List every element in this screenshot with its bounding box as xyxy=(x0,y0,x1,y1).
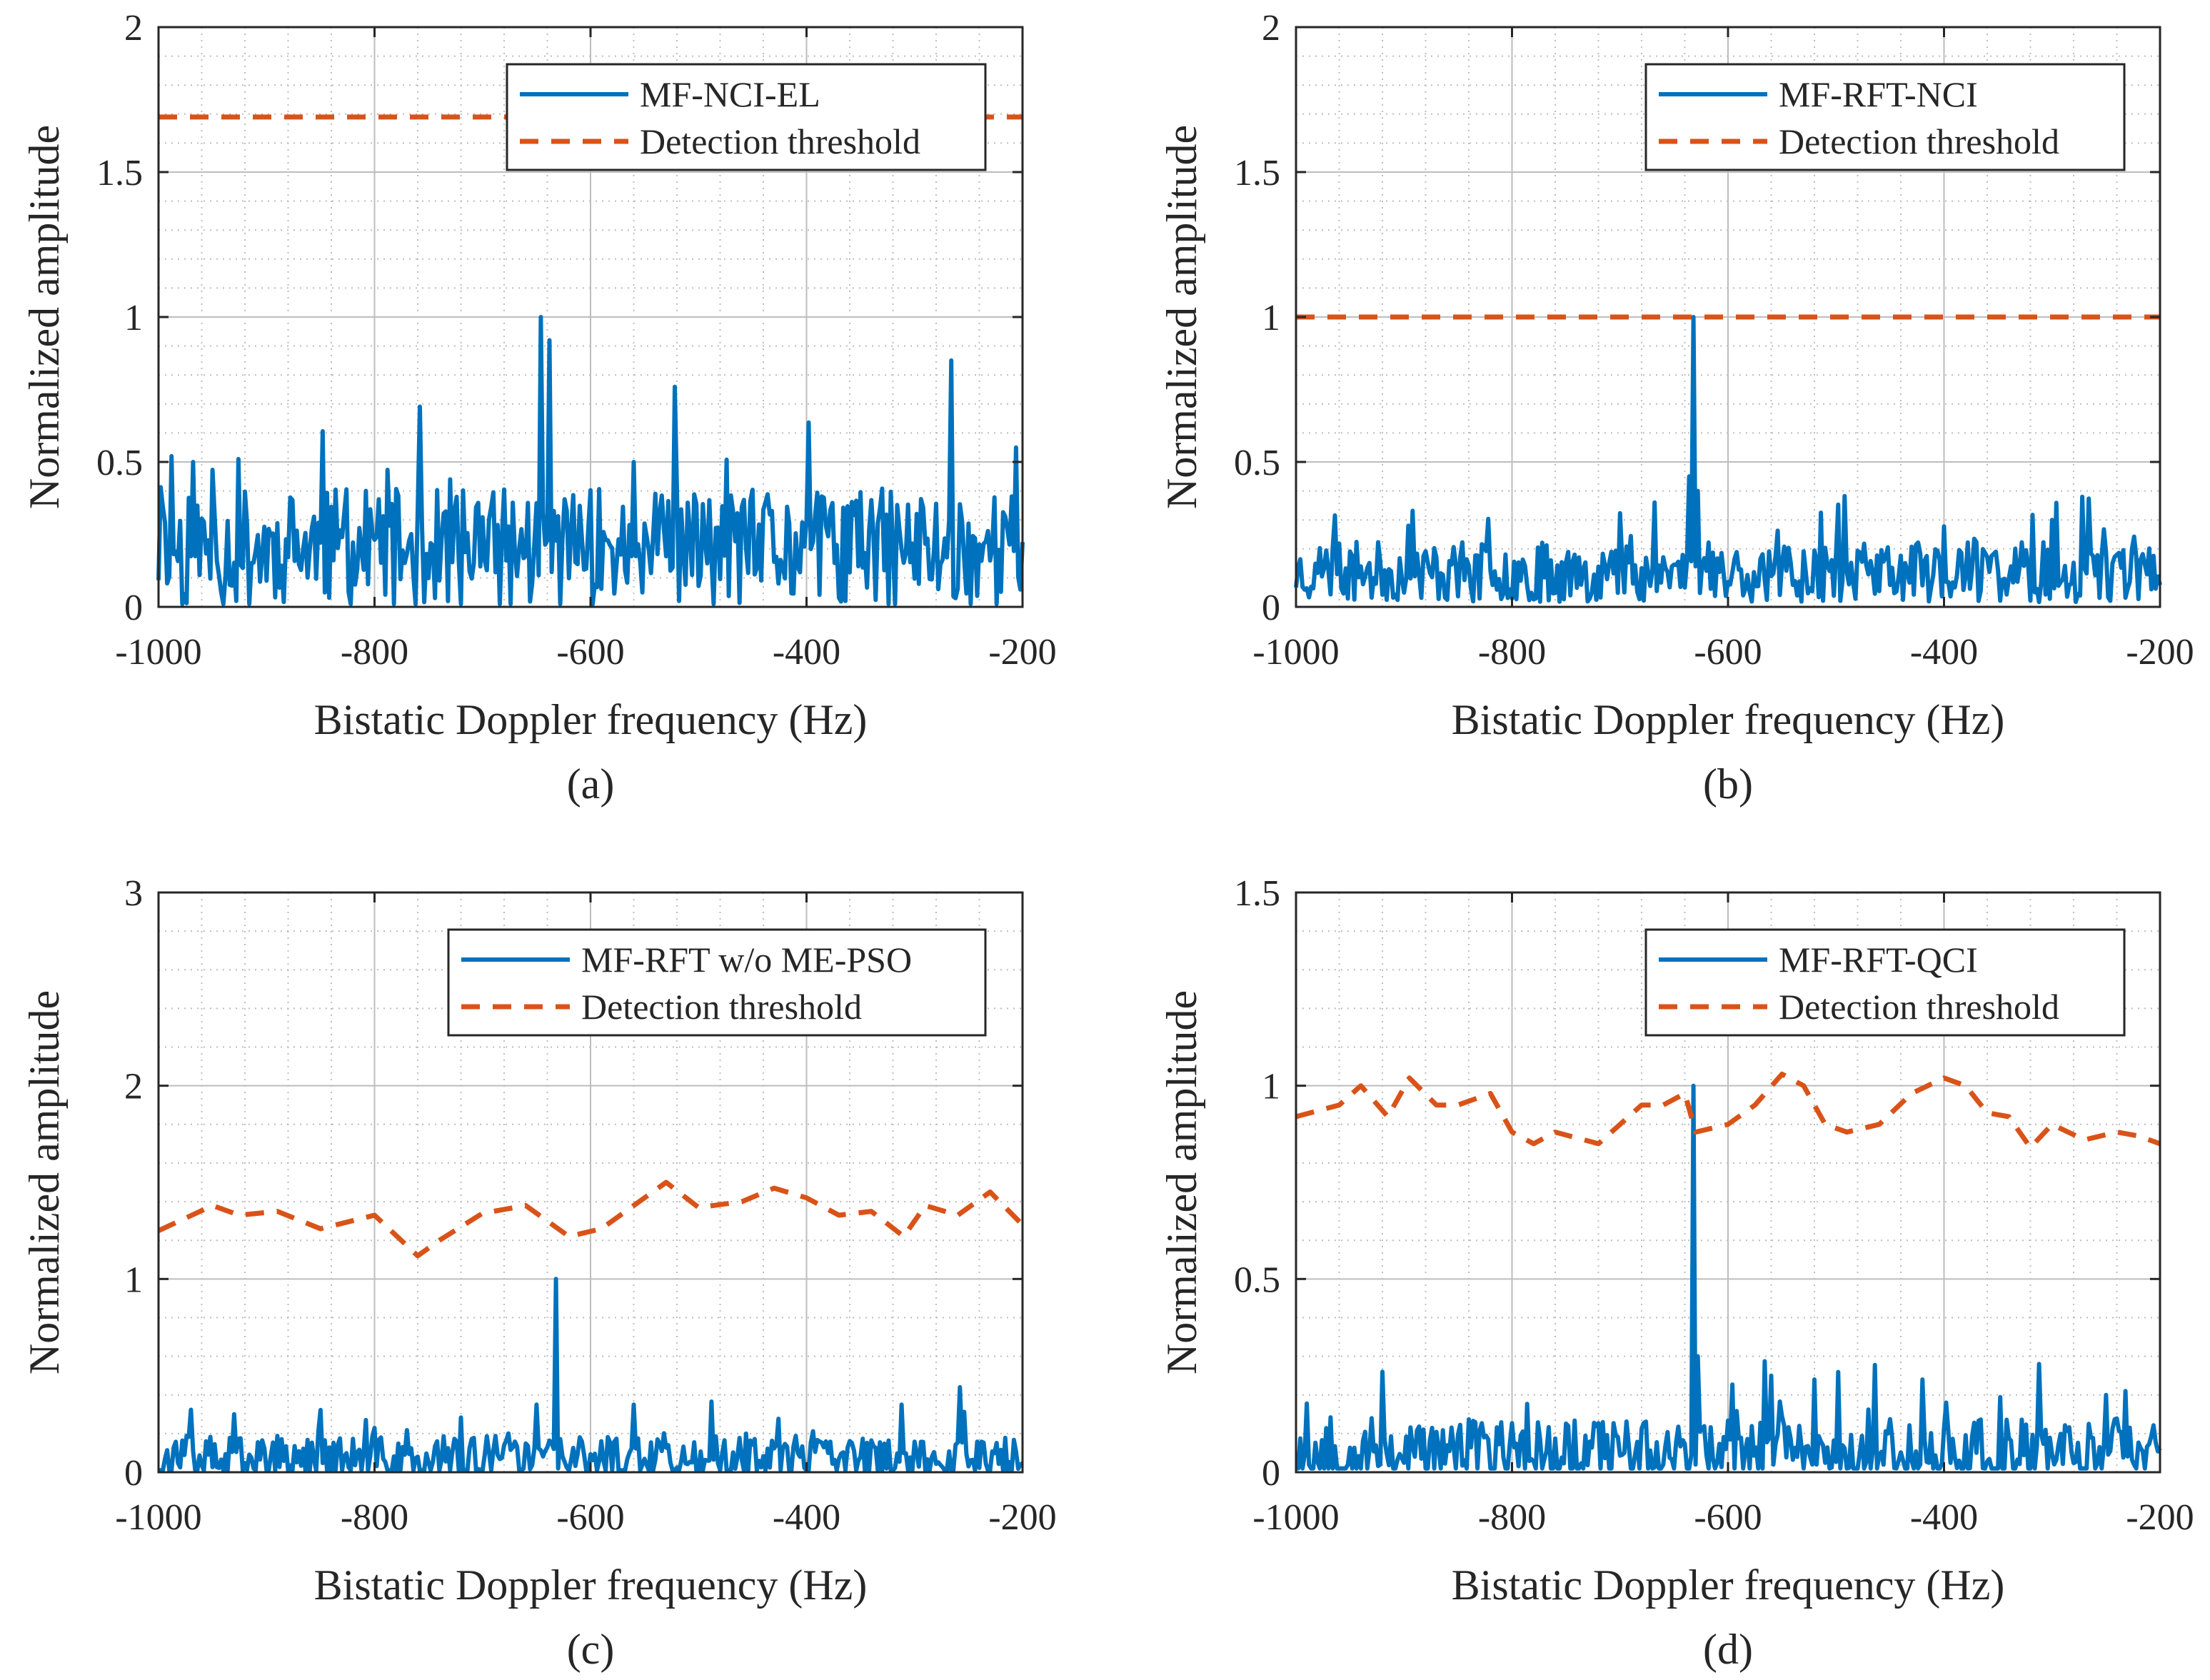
x-tick-label: -400 xyxy=(1910,1497,1978,1538)
x-tick-label: -400 xyxy=(773,632,840,673)
series-line-signal xyxy=(1294,315,2162,605)
x-tick-label: -800 xyxy=(341,1497,408,1538)
legend-label: Detection threshold xyxy=(1779,987,2059,1027)
x-tick-label: -200 xyxy=(988,632,1056,673)
y-tick-label: 0 xyxy=(1262,588,1280,628)
x-axis-label: Bistatic Doppler frequency (Hz) xyxy=(1452,1561,2005,1609)
series-line-signal xyxy=(156,315,1025,606)
y-tick-label: 1.5 xyxy=(96,153,143,193)
legend-label: Detection threshold xyxy=(640,121,920,161)
legend-label: MF-RFT-QCI xyxy=(1779,940,1978,980)
x-axis-label: Bistatic Doppler frequency (Hz) xyxy=(1452,696,2005,743)
legend-label: Detection threshold xyxy=(581,987,862,1027)
panel-caption: (a) xyxy=(567,760,615,808)
panel-b: -1000 -800 -600 -400 -200 0 0.5 1 1.5 2 Bistatic D… xyxy=(1158,8,2194,808)
legend: MF-RFT-NCI Detection threshold xyxy=(1644,63,2126,171)
panel-c: -1000 -800 -600 -400 -200 0 1 2 3 Bistatic Dopple… xyxy=(21,873,1057,1673)
y-tick-label: 0 xyxy=(124,1453,143,1494)
x-tick-label: -800 xyxy=(1478,1497,1546,1538)
y-tick-label: 1 xyxy=(124,298,143,338)
y-tick-label: 3 xyxy=(124,873,143,914)
x-tick-label: -800 xyxy=(1478,632,1546,673)
x-tick-label: -1000 xyxy=(115,1497,201,1538)
series-line-signal xyxy=(159,1277,1024,1473)
legend-label: MF-RFT w/o ME-PSO xyxy=(581,940,912,980)
panel-caption: (b) xyxy=(1703,760,1753,808)
y-tick-label: 1 xyxy=(124,1259,143,1300)
x-tick-label: -600 xyxy=(1694,1497,1762,1538)
legend-box xyxy=(506,63,987,171)
x-tick-label: -200 xyxy=(2126,1497,2194,1538)
x-tick-label: -1000 xyxy=(115,632,201,673)
x-tick-label: -600 xyxy=(556,632,624,673)
y-tick-label: 1 xyxy=(1262,298,1280,338)
y-axis-label: Normalized amplitude xyxy=(21,125,68,509)
y-tick-label: 0.5 xyxy=(96,443,143,483)
series-line-threshold xyxy=(157,1179,1025,1259)
legend: MF-RFT-QCI Detection threshold xyxy=(1644,928,2126,1037)
legend: MF-RFT w/o ME-PSO Detection threshold xyxy=(447,928,987,1037)
panel-d: -1000 -800 -600 -400 -200 0 0.5 1 1.5 Bistatic Do… xyxy=(1158,873,2194,1673)
legend: MF-NCI-EL Detection threshold xyxy=(506,63,987,171)
x-tick-label: -600 xyxy=(1694,632,1762,673)
legend-box xyxy=(1644,63,2126,171)
legend-label: Detection threshold xyxy=(1779,121,2059,161)
y-axis-label: Normalized amplitude xyxy=(21,990,68,1374)
panel-caption: (d) xyxy=(1703,1626,1753,1673)
y-tick-label: 1 xyxy=(1262,1067,1280,1107)
y-tick-label: 1.5 xyxy=(1234,873,1280,914)
x-axis-label: Bistatic Doppler frequency (Hz) xyxy=(314,1561,868,1609)
panel-a: -1000 -800 -600 -400 -200 0 0.5 1 1.5 2 Bistatic D… xyxy=(21,8,1057,808)
y-tick-label: 0 xyxy=(124,588,143,628)
y-tick-label: 2 xyxy=(124,1067,143,1107)
x-tick-label: -800 xyxy=(341,632,408,673)
x-axis-label: Bistatic Doppler frequency (Hz) xyxy=(314,696,868,743)
x-tick-label: -1000 xyxy=(1252,632,1339,673)
y-axis-label: Normalized amplitude xyxy=(1158,990,1205,1374)
x-tick-label: -400 xyxy=(773,1497,840,1538)
legend-box xyxy=(447,928,987,1037)
panel-caption: (c) xyxy=(567,1626,615,1673)
legend-label: MF-RFT-NCI xyxy=(1779,74,1978,114)
x-tick-label: -600 xyxy=(556,1497,624,1538)
x-tick-label: -200 xyxy=(2126,632,2194,673)
y-tick-label: 2 xyxy=(1262,8,1280,49)
y-tick-label: 1.5 xyxy=(1234,153,1280,193)
y-tick-label: 2 xyxy=(124,8,143,49)
x-tick-label: -1000 xyxy=(1252,1497,1339,1538)
series-line-signal xyxy=(1296,1083,2162,1471)
x-tick-label: -400 xyxy=(1910,632,1978,673)
y-axis-label: Normalized amplitude xyxy=(1158,125,1205,509)
x-tick-label: -200 xyxy=(988,1497,1056,1538)
legend-label: MF-NCI-EL xyxy=(640,74,820,114)
series-line-threshold xyxy=(1295,1071,2161,1150)
y-tick-label: 0.5 xyxy=(1234,443,1280,483)
y-tick-label: 0.5 xyxy=(1234,1259,1280,1300)
y-tick-label: 0 xyxy=(1262,1453,1280,1494)
legend-box xyxy=(1644,928,2126,1037)
